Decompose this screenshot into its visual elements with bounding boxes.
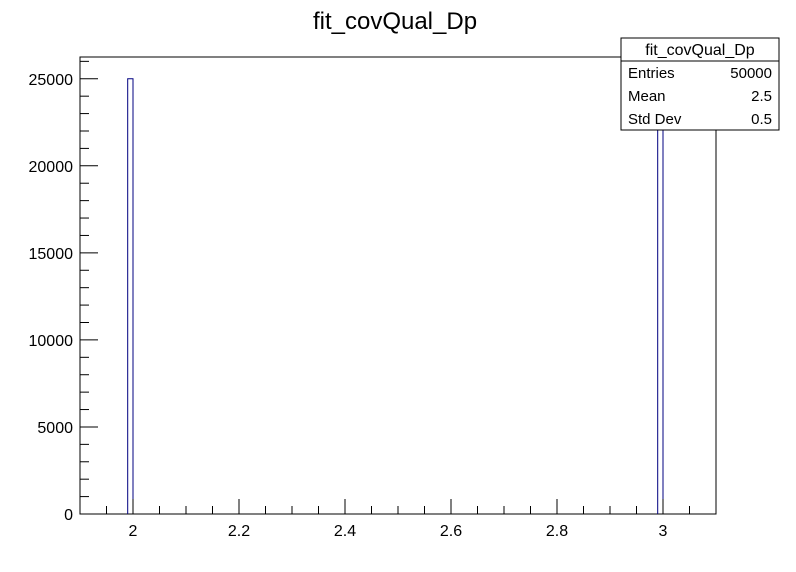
x-axis: 2 2.2 2.4 2.6 2.8 3: [79, 499, 717, 540]
y-tick-label: 5000: [37, 420, 73, 437]
y-tick-label: 20000: [29, 159, 74, 176]
histogram-bar-1: [657, 78, 664, 514]
x-tick-label: 2.8: [546, 523, 568, 540]
histogram-bars: [127, 78, 664, 514]
chart-title: fit_covQual_Dp: [313, 8, 477, 35]
stats-box: fit_covQual_Dp Entries 50000 Mean 2.5 St…: [620, 37, 780, 131]
stats-stddev-label: Std Dev: [628, 111, 682, 128]
y-axis: 0 5000 10000 15000 20000 25000: [29, 60, 98, 524]
x-tick-label: 2.4: [334, 523, 356, 540]
stats-stddev-value: 0.5: [751, 111, 772, 128]
y-tick-label: 25000: [29, 72, 74, 89]
y-tick-label: 10000: [29, 333, 74, 350]
stats-entries-value: 50000: [730, 65, 772, 82]
x-tick-label: 2.2: [228, 523, 250, 540]
x-tick-label: 2.6: [440, 523, 462, 540]
stats-box-title: fit_covQual_Dp: [645, 42, 754, 59]
histogram-bar-0: [127, 78, 134, 514]
x-tick-label: 3: [659, 523, 668, 540]
stats-box-frame: [620, 37, 780, 131]
y-tick-label: 15000: [29, 246, 74, 263]
x-tick-label: 2: [129, 523, 138, 540]
stats-mean-value: 2.5: [751, 88, 772, 105]
stats-entries-label: Entries: [628, 65, 675, 82]
y-tick-label: 0: [64, 507, 73, 524]
stats-mean-label: Mean: [628, 88, 666, 105]
